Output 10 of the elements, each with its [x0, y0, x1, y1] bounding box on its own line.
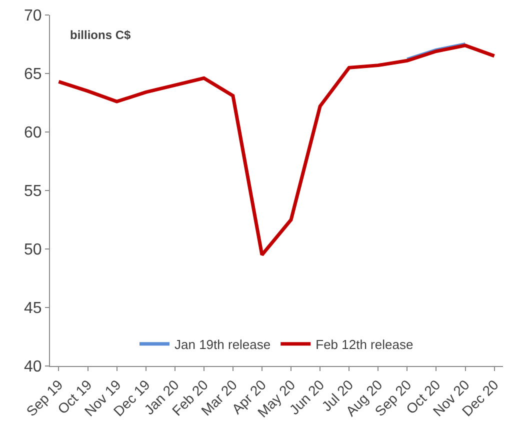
y-tick-label: 70: [24, 8, 42, 25]
annotation: billions C$: [70, 28, 131, 42]
y-tick-label: 45: [24, 300, 42, 318]
y-tick-label: 55: [24, 183, 42, 200]
y-tick-label: 40: [24, 358, 42, 376]
y-tick-label: 50: [24, 242, 42, 259]
legend-label: Jan 19th release: [174, 337, 271, 352]
y-tick-label: 65: [24, 66, 42, 84]
legend-label: Feb 12th release: [316, 337, 414, 352]
y-tick-label: 60: [24, 124, 42, 142]
